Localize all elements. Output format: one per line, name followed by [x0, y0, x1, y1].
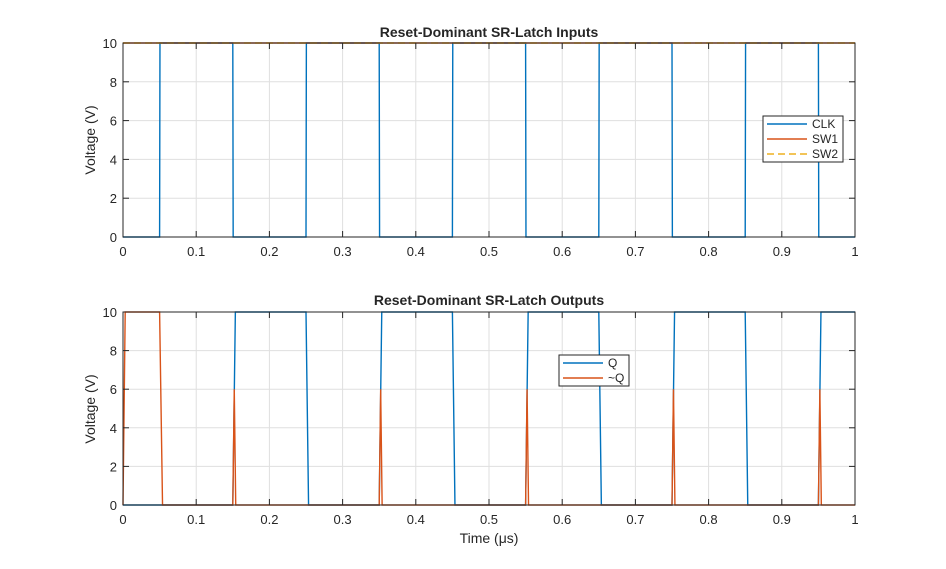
inputs-x-tick-label: 0.7 [626, 244, 644, 259]
inputs-x-tick-label: 0.5 [480, 244, 498, 259]
outputs-x-tick-label: 0 [119, 512, 126, 527]
outputs-title: Reset-Dominant SR-Latch Outputs [374, 292, 604, 308]
inputs-y-tick-label: 2 [110, 191, 117, 206]
inputs-y-tick-label: 0 [110, 230, 117, 245]
inputs-y-axis-label: Voltage (V) [82, 105, 98, 174]
outputs-legend-label: Q [608, 356, 617, 370]
outputs-x-tick-label: 0.6 [553, 512, 571, 527]
outputs-y-axis-label: Voltage (V) [82, 374, 98, 443]
inputs-x-tick-label: 0.4 [407, 244, 425, 259]
inputs-legend-label: SW1 [812, 132, 838, 146]
inputs-x-tick-label: 0.1 [187, 244, 205, 259]
inputs-x-tick-label: 0.9 [773, 244, 791, 259]
inputs-y-tick-label: 10 [103, 36, 117, 51]
outputs-y-tick-label: 6 [110, 382, 117, 397]
outputs-x-tick-label: 0.5 [480, 512, 498, 527]
inputs-y-tick-label: 8 [110, 75, 117, 90]
inputs-legend-label: SW2 [812, 147, 838, 161]
outputs-y-tick-label: 2 [110, 459, 117, 474]
inputs-x-tick-label: 0.2 [260, 244, 278, 259]
outputs-y-tick-label: 0 [110, 498, 117, 513]
inputs-x-tick-label: 0 [119, 244, 126, 259]
inputs-x-tick-label: 0.8 [700, 244, 718, 259]
inputs-x-tick-label: 0.3 [334, 244, 352, 259]
outputs-y-tick-label: 4 [110, 421, 117, 436]
inputs-x-tick-label: 0.6 [553, 244, 571, 259]
outputs-x-tick-label: 0.8 [700, 512, 718, 527]
outputs-x-tick-label: 1 [851, 512, 858, 527]
outputs-x-axis-label: Time (μs) [460, 530, 519, 546]
inputs-title: Reset-Dominant SR-Latch Inputs [380, 24, 599, 40]
outputs-y-tick-label: 10 [103, 305, 117, 320]
outputs-x-tick-label: 0.3 [334, 512, 352, 527]
outputs-x-tick-label: 0.2 [260, 512, 278, 527]
outputs-x-tick-label: 0.7 [626, 512, 644, 527]
inputs-y-tick-label: 4 [110, 152, 117, 167]
inputs-legend-label: CLK [812, 117, 835, 131]
outputs-legend-box [558, 354, 630, 387]
inputs-x-tick-label: 1 [851, 244, 858, 259]
inputs-y-tick-label: 6 [110, 114, 117, 129]
outputs-legend-label: ~Q [608, 371, 624, 385]
outputs-x-tick-label: 0.1 [187, 512, 205, 527]
outputs-x-tick-label: 0.4 [407, 512, 425, 527]
outputs-y-tick-label: 8 [110, 344, 117, 359]
outputs-legend: Q~Q [558, 354, 630, 387]
outputs-x-tick-label: 0.9 [773, 512, 791, 527]
